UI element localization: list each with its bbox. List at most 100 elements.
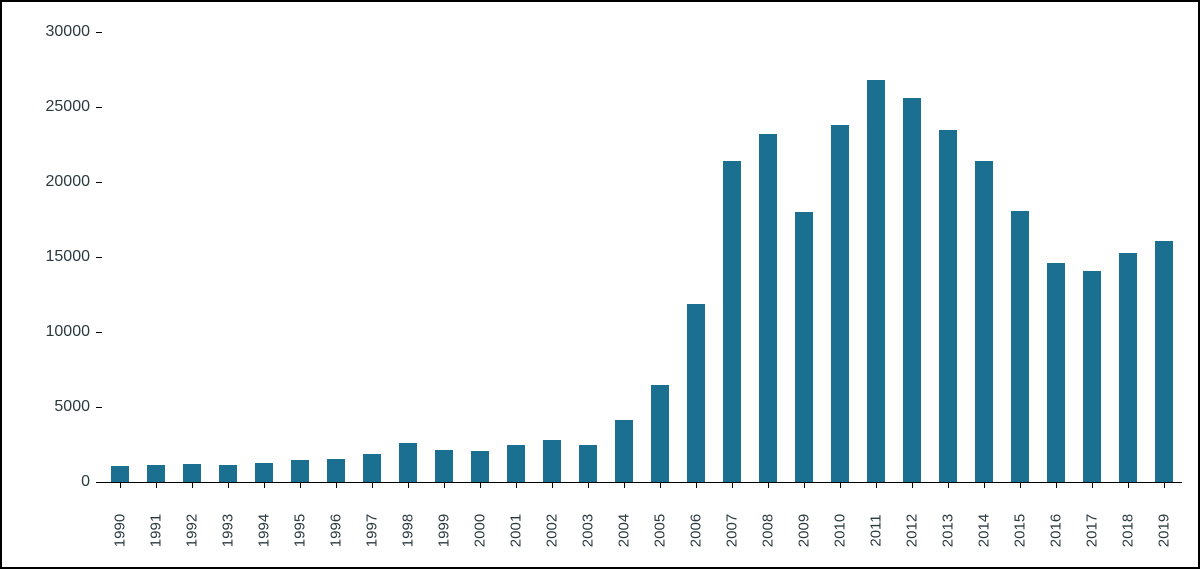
bar (975, 161, 994, 482)
x-tick-label: 2016 (1048, 514, 1065, 547)
y-tick-label: 20000 (2, 173, 90, 191)
x-tick-label: 1994 (256, 514, 273, 547)
x-tick (876, 482, 877, 488)
x-tick-label: 1992 (184, 514, 201, 547)
bar (1047, 263, 1066, 482)
x-tick (1020, 482, 1021, 488)
bar (471, 451, 490, 483)
x-tick (552, 482, 553, 488)
y-tick-label: 10000 (2, 323, 90, 341)
x-tick (912, 482, 913, 488)
y-tick-label: 25000 (2, 98, 90, 116)
y-tick-label: 5000 (2, 398, 90, 416)
y-tick (96, 332, 102, 333)
x-tick-label: 2005 (652, 514, 669, 547)
x-tick-label: 1991 (148, 514, 165, 547)
bar (1011, 211, 1030, 483)
bar (579, 445, 598, 482)
x-tick-label: 2003 (580, 514, 597, 547)
bar (291, 460, 310, 483)
x-tick (840, 482, 841, 488)
y-tick-label: 15000 (2, 248, 90, 266)
x-tick-label: 2010 (832, 514, 849, 547)
bar (903, 98, 922, 482)
bar (363, 454, 382, 483)
bar (1083, 271, 1102, 483)
x-tick-label: 1999 (436, 514, 453, 547)
x-tick-label: 2001 (508, 514, 525, 547)
bar (615, 420, 634, 482)
y-tick (96, 107, 102, 108)
x-tick (444, 482, 445, 488)
x-tick (660, 482, 661, 488)
x-tick (120, 482, 121, 488)
bar (831, 125, 850, 482)
bar (507, 445, 526, 482)
x-tick-label: 2014 (976, 514, 993, 547)
x-tick (732, 482, 733, 488)
bar (327, 459, 346, 482)
bar (183, 464, 202, 482)
x-tick-label: 1997 (364, 514, 381, 547)
bar (1119, 253, 1138, 483)
chart-frame: 050001000015000200002500030000 199019911… (0, 0, 1200, 569)
x-tick (300, 482, 301, 488)
bar (255, 463, 274, 482)
x-tick-label: 2007 (724, 514, 741, 547)
bar (723, 161, 742, 482)
y-tick-label: 30000 (2, 23, 90, 41)
bar (687, 304, 706, 483)
x-tick (984, 482, 985, 488)
x-tick (516, 482, 517, 488)
x-tick (696, 482, 697, 488)
x-tick-label: 1995 (292, 514, 309, 547)
x-tick (1128, 482, 1129, 488)
bar (1155, 241, 1174, 483)
x-tick-label: 2000 (472, 514, 489, 547)
y-tick (96, 32, 102, 33)
x-tick (768, 482, 769, 488)
bar (939, 130, 958, 483)
bar (651, 385, 670, 483)
x-tick-label: 2008 (760, 514, 777, 547)
y-tick-label: 0 (2, 473, 90, 491)
bar (759, 134, 778, 482)
x-tick-label: 2015 (1012, 514, 1029, 547)
bar (219, 465, 238, 482)
x-tick (336, 482, 337, 488)
y-tick (96, 257, 102, 258)
x-tick (408, 482, 409, 488)
bar (147, 465, 166, 482)
bar (543, 440, 562, 482)
x-tick (624, 482, 625, 488)
x-tick (156, 482, 157, 488)
x-tick-label: 1993 (220, 514, 237, 547)
y-tick (96, 407, 102, 408)
x-tick (480, 482, 481, 488)
x-tick (948, 482, 949, 488)
x-tick-label: 2017 (1084, 514, 1101, 547)
x-tick (1092, 482, 1093, 488)
x-tick-label: 2011 (868, 514, 885, 546)
x-tick-label: 1996 (328, 514, 345, 547)
x-tick (1056, 482, 1057, 488)
x-tick-label: 2019 (1156, 514, 1173, 547)
x-tick-label: 2002 (544, 514, 561, 547)
x-tick-label: 2018 (1120, 514, 1137, 547)
x-tick-label: 2013 (940, 514, 957, 547)
x-tick-label: 2006 (688, 514, 705, 547)
x-tick (228, 482, 229, 488)
x-tick (372, 482, 373, 488)
x-tick (1164, 482, 1165, 488)
bar (867, 80, 886, 482)
bar (111, 466, 130, 483)
bar (795, 212, 814, 482)
y-tick (96, 182, 102, 183)
x-tick-label: 2009 (796, 514, 813, 547)
x-tick-label: 1998 (400, 514, 417, 547)
bar (399, 443, 418, 482)
x-tick (192, 482, 193, 488)
x-tick-label: 2004 (616, 514, 633, 547)
x-tick (588, 482, 589, 488)
x-tick-label: 2012 (904, 514, 921, 547)
